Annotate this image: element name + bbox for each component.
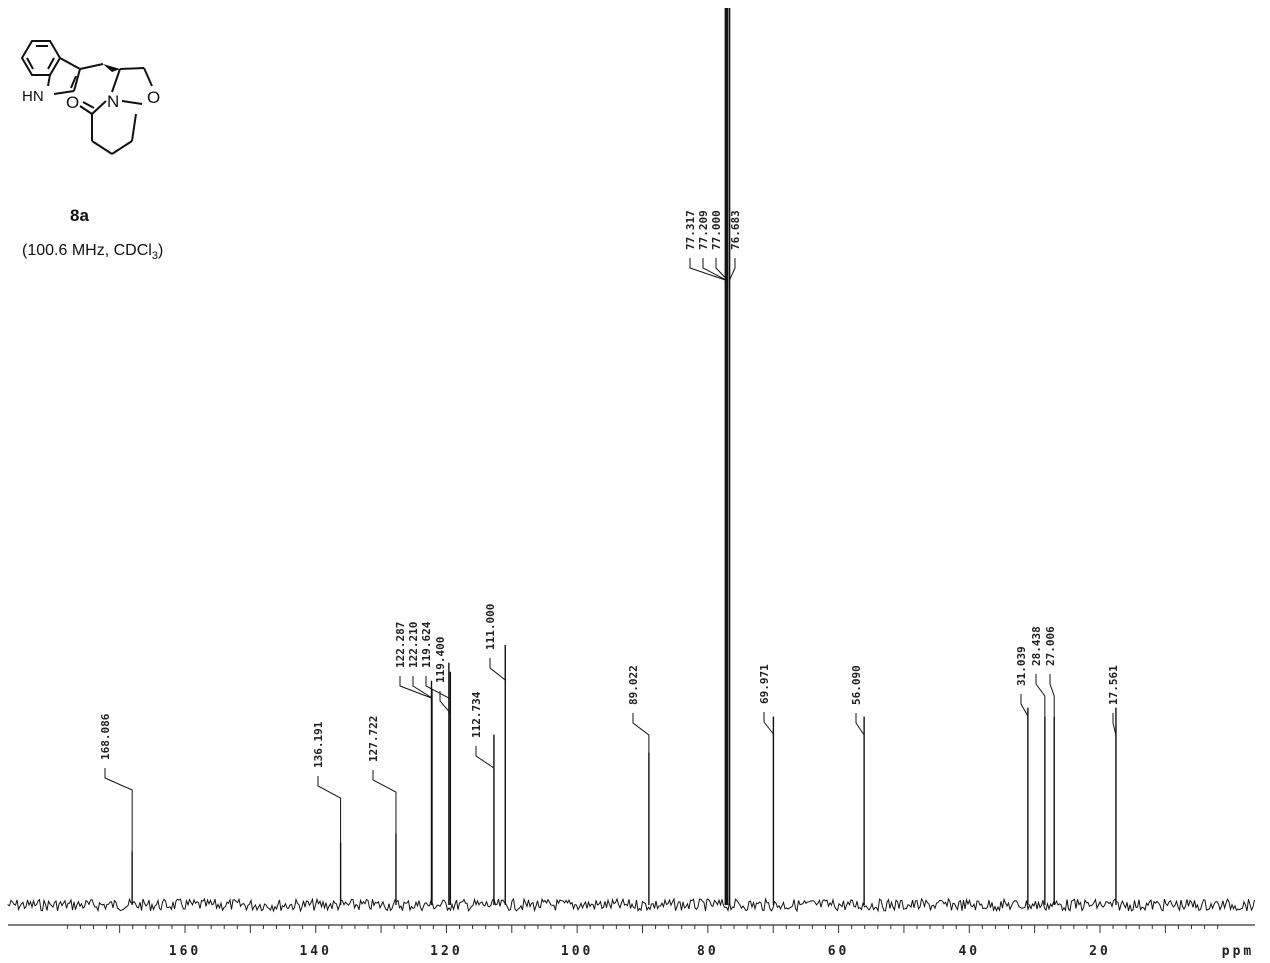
peak-label: 89.022 [627,665,640,705]
acquisition-conditions: (100.6 MHz, CDCl3) [22,242,163,262]
peak-label: 119.400 [434,637,447,683]
peak-leader-line [489,658,506,682]
peak-leader-line [1035,674,1046,717]
peak-leader-line [317,776,342,843]
peak-label: 27.006 [1044,626,1057,666]
conditions-suffix: ) [157,242,164,259]
peak-leader-line [412,676,433,700]
conditions-prefix: (100.6 MHz, CDCl [22,242,152,259]
peak-label: 122.287 [394,622,407,668]
atom-label-o-carbonyl: O [66,93,79,112]
x-tick-label: 20 [1089,944,1111,959]
peak-label: 28.438 [1030,626,1043,666]
atom-label-n: N [107,92,119,111]
peak-leader-line [729,258,736,282]
atom-label-hn: HN [22,88,44,105]
x-tick-label: 100 [561,944,593,959]
peak-leader-line [702,258,727,282]
baseline-noise [7,897,1255,913]
peak-leader-line [855,713,865,737]
peak-label: 77.317 [684,210,697,250]
peak-leader-line [1049,674,1055,717]
x-tick-label: 160 [169,944,201,959]
peak-leader-line [1112,713,1117,737]
peak-label: 127.722 [367,716,380,762]
peak-label: 31.039 [1015,646,1028,686]
peak-label: 17.561 [1107,665,1120,705]
compound-id: 8a [70,206,89,225]
peak-label: 76.683 [729,210,742,250]
x-tick-label: 140 [299,944,331,959]
peak-label: 69.971 [758,664,771,704]
peak-leader-line [632,713,650,753]
compound-structure-block: HN N O O 8a (100.6 MHz, CDCl3) [8,6,218,266]
atom-label-o-ring: O [147,88,160,107]
peak-label: 136.191 [312,721,325,768]
peak-leader-line [104,768,133,852]
peak-label: 56.090 [850,665,863,705]
peak-leader-line [475,746,495,770]
x-axis-unit-label: ppm [1222,944,1254,959]
peak-label: 168.086 [99,713,112,760]
conditions-subscript: 3 [151,250,158,263]
x-tick-label: 80 [697,944,719,959]
peak-leader-line [439,691,451,715]
x-tick-label: 120 [430,944,462,959]
peak-label: 122.210 [407,622,420,668]
peak-label: 119.624 [420,621,433,668]
peak-label: 77.000 [710,210,723,250]
x-tick-label: 40 [958,944,980,959]
peak-leader-line [425,676,450,700]
peak-leader-line [1020,694,1029,718]
peak-label: 77.209 [697,210,710,250]
peak-leader-line [372,770,397,834]
peak-leader-line [763,712,774,736]
compound-structure: HN N O O [20,40,160,155]
x-tick-label: 60 [828,944,850,959]
peak-label: 111.000 [484,604,497,650]
peak-label: 112.734 [470,691,483,738]
peak-leader-line [715,258,728,282]
